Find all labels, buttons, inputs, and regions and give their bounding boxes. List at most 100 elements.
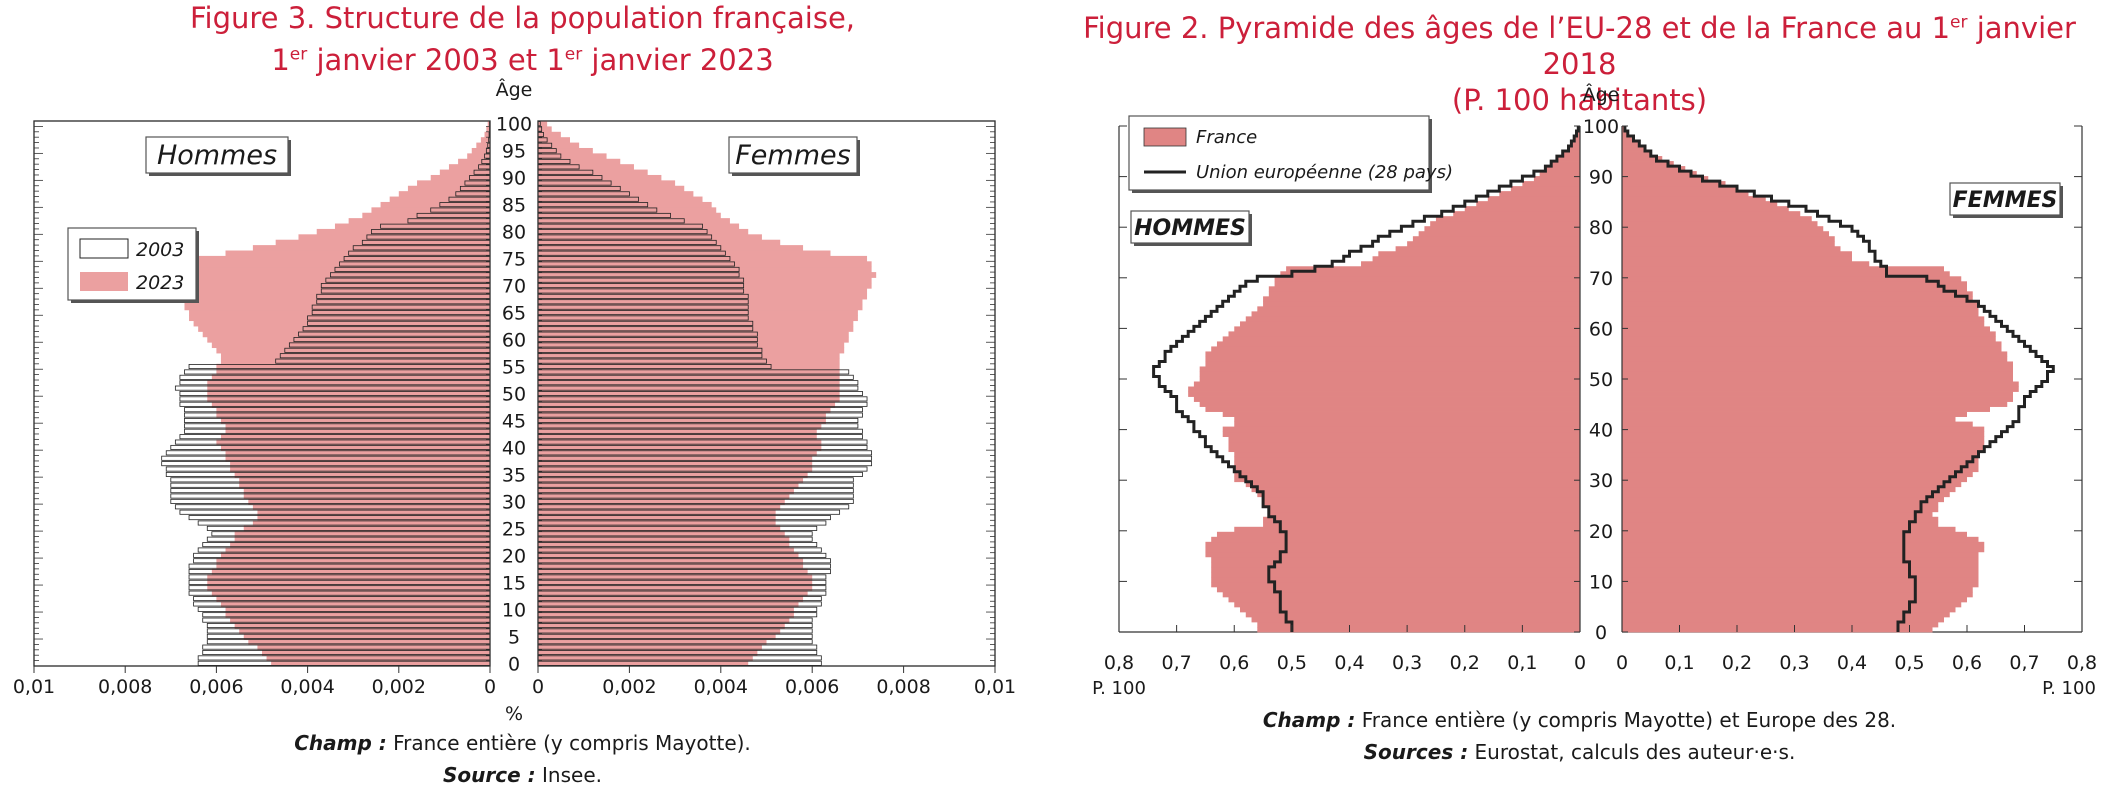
x-tick-label-femmes: 0 (1616, 652, 1628, 674)
x-tick-label-femmes: 0,4 (1837, 652, 1867, 674)
x-tick-label-hommes: 0,4 (1334, 652, 1364, 674)
bar-france-hommes (1211, 567, 1580, 572)
bar-france-femmes (1622, 522, 1938, 527)
bar-france-femmes (1622, 447, 1984, 452)
x-tick-label-femmes: 0,5 (1894, 652, 1924, 674)
bar-france-femmes (1622, 622, 1938, 627)
legend-swatch-france (1144, 128, 1186, 146)
y-tick-label: 100 (496, 114, 532, 136)
bar-france-hommes (1252, 311, 1580, 316)
bar-france-femmes (1622, 457, 1979, 462)
y-tick-label: 45 (502, 410, 526, 432)
bar-france-hommes (1240, 607, 1580, 612)
bar-france-hommes (1205, 542, 1580, 547)
bar-france-hommes (1234, 452, 1580, 457)
bar-france-hommes (1228, 331, 1580, 336)
bar-france-hommes (1275, 281, 1580, 286)
bar-france-hommes (1263, 522, 1580, 527)
bar-france-femmes (1622, 472, 1973, 477)
y-tick-label: 60 (502, 330, 526, 352)
bar-france-femmes (1622, 371, 2013, 376)
bar-france-femmes (1622, 387, 2019, 392)
bar-france-hommes (1396, 246, 1580, 251)
x-tick-label-femmes: 0,004 (694, 676, 748, 698)
bar-france-femmes (1622, 432, 1984, 437)
bar-france-femmes (1622, 572, 1979, 577)
bar-france-femmes (1622, 532, 1967, 537)
y-tick-label: 80 (1589, 217, 1613, 239)
y-tick-label: 30 (502, 491, 526, 513)
bar-france-femmes (1622, 286, 1967, 291)
bar-france-hommes (1465, 206, 1580, 211)
y-tick-label: 85 (502, 195, 526, 217)
y-tick-label: 10 (502, 599, 526, 621)
bar-france-hommes (1234, 462, 1580, 467)
x-tick-label-femmes: 0,008 (876, 676, 930, 698)
bar-france-hommes (1211, 346, 1580, 351)
bar-france-femmes (1622, 331, 1996, 336)
bar-france-hommes (1522, 181, 1580, 186)
bar-france-hommes (1476, 201, 1580, 206)
bar-france-hommes (1234, 326, 1580, 331)
bar-france-femmes (1622, 567, 1979, 572)
figure3-source: Source : Insee. (0, 759, 1045, 791)
legend-label-2003: 2003 (136, 239, 184, 261)
bar-france-femmes (1622, 397, 2013, 402)
y-tick-label: 80 (502, 222, 526, 244)
bar-france-hommes (1217, 532, 1580, 537)
x-axis-unit-right: P. 100 (2042, 678, 2096, 699)
x-tick-label-hommes: 0,6 (1219, 652, 1249, 674)
figure3-champ: Champ : France entière (y compris Mayott… (0, 727, 1045, 759)
figure3-notes: Champ : France entière (y compris Mayott… (0, 727, 1045, 791)
bar-france-femmes (1622, 612, 1950, 617)
bar-france-hommes (1252, 617, 1580, 622)
bar-france-femmes (1622, 617, 1944, 622)
bar-france-femmes (1622, 582, 1979, 587)
y-tick-label: 90 (502, 168, 526, 190)
bar-france-hommes (1188, 392, 1580, 397)
bar-france-femmes (1622, 241, 1835, 246)
x-tick-label-femmes: 0,7 (2009, 652, 2039, 674)
y-tick-label: 15 (502, 572, 526, 594)
bar-france-hommes (1269, 512, 1580, 517)
bar-france-hommes (1205, 356, 1580, 361)
bar-france-hommes (1436, 216, 1580, 221)
x-tick-label-femmes: 0,3 (1779, 652, 1809, 674)
legend-label-eu: Union européenne (28 pays) (1196, 162, 1453, 183)
bar-france-femmes (1622, 256, 1852, 261)
bar-france-hommes (1263, 517, 1580, 522)
bar-france-hommes (1263, 497, 1580, 502)
y-tick-label: 50 (502, 384, 526, 406)
bar-france-femmes (1622, 266, 1944, 271)
bar-france-hommes (1246, 482, 1580, 487)
bar-france-hommes (1413, 236, 1580, 241)
x-tick-label-hommes: 0,8 (1104, 652, 1134, 674)
bar-france-hommes (1200, 402, 1580, 407)
bar-france-hommes (1234, 457, 1580, 462)
figure2-panel: Figure 2. Pyramide des âges de l’EU-28 e… (1045, 0, 2114, 790)
bar-france-femmes (1622, 592, 1973, 597)
bar-france-femmes (1622, 206, 1789, 211)
x-tick-label-femmes: 0,2 (1722, 652, 1752, 674)
bar-france-femmes (1622, 281, 1967, 286)
bar-france-hommes (1269, 291, 1580, 296)
y-tick-label: 20 (502, 545, 526, 567)
bar-france-femmes (1622, 201, 1777, 206)
bar-france-hommes (1269, 286, 1580, 291)
y-tick-label: 75 (502, 249, 526, 271)
bar-france-femmes (1622, 376, 2013, 381)
y-tick-label: 50 (1589, 369, 1613, 391)
x-tick-label-femmes: 0,002 (602, 676, 656, 698)
bar-france-hommes (1217, 341, 1580, 346)
bar-france-hommes (1205, 351, 1580, 356)
y-tick-label: 40 (502, 437, 526, 459)
bar-france-femmes (1622, 231, 1829, 236)
y-tick-label: 5 (508, 626, 520, 648)
x-tick-label-hommes: 0,006 (189, 676, 243, 698)
femmes-label: Femmes (735, 140, 850, 171)
bar-france-femmes (1622, 577, 1979, 582)
bar-france-femmes (1622, 321, 1984, 326)
bar-france-femmes (1622, 417, 1956, 422)
bar-france-femmes (1622, 492, 1950, 497)
y-tick-label: 30 (1589, 470, 1613, 492)
